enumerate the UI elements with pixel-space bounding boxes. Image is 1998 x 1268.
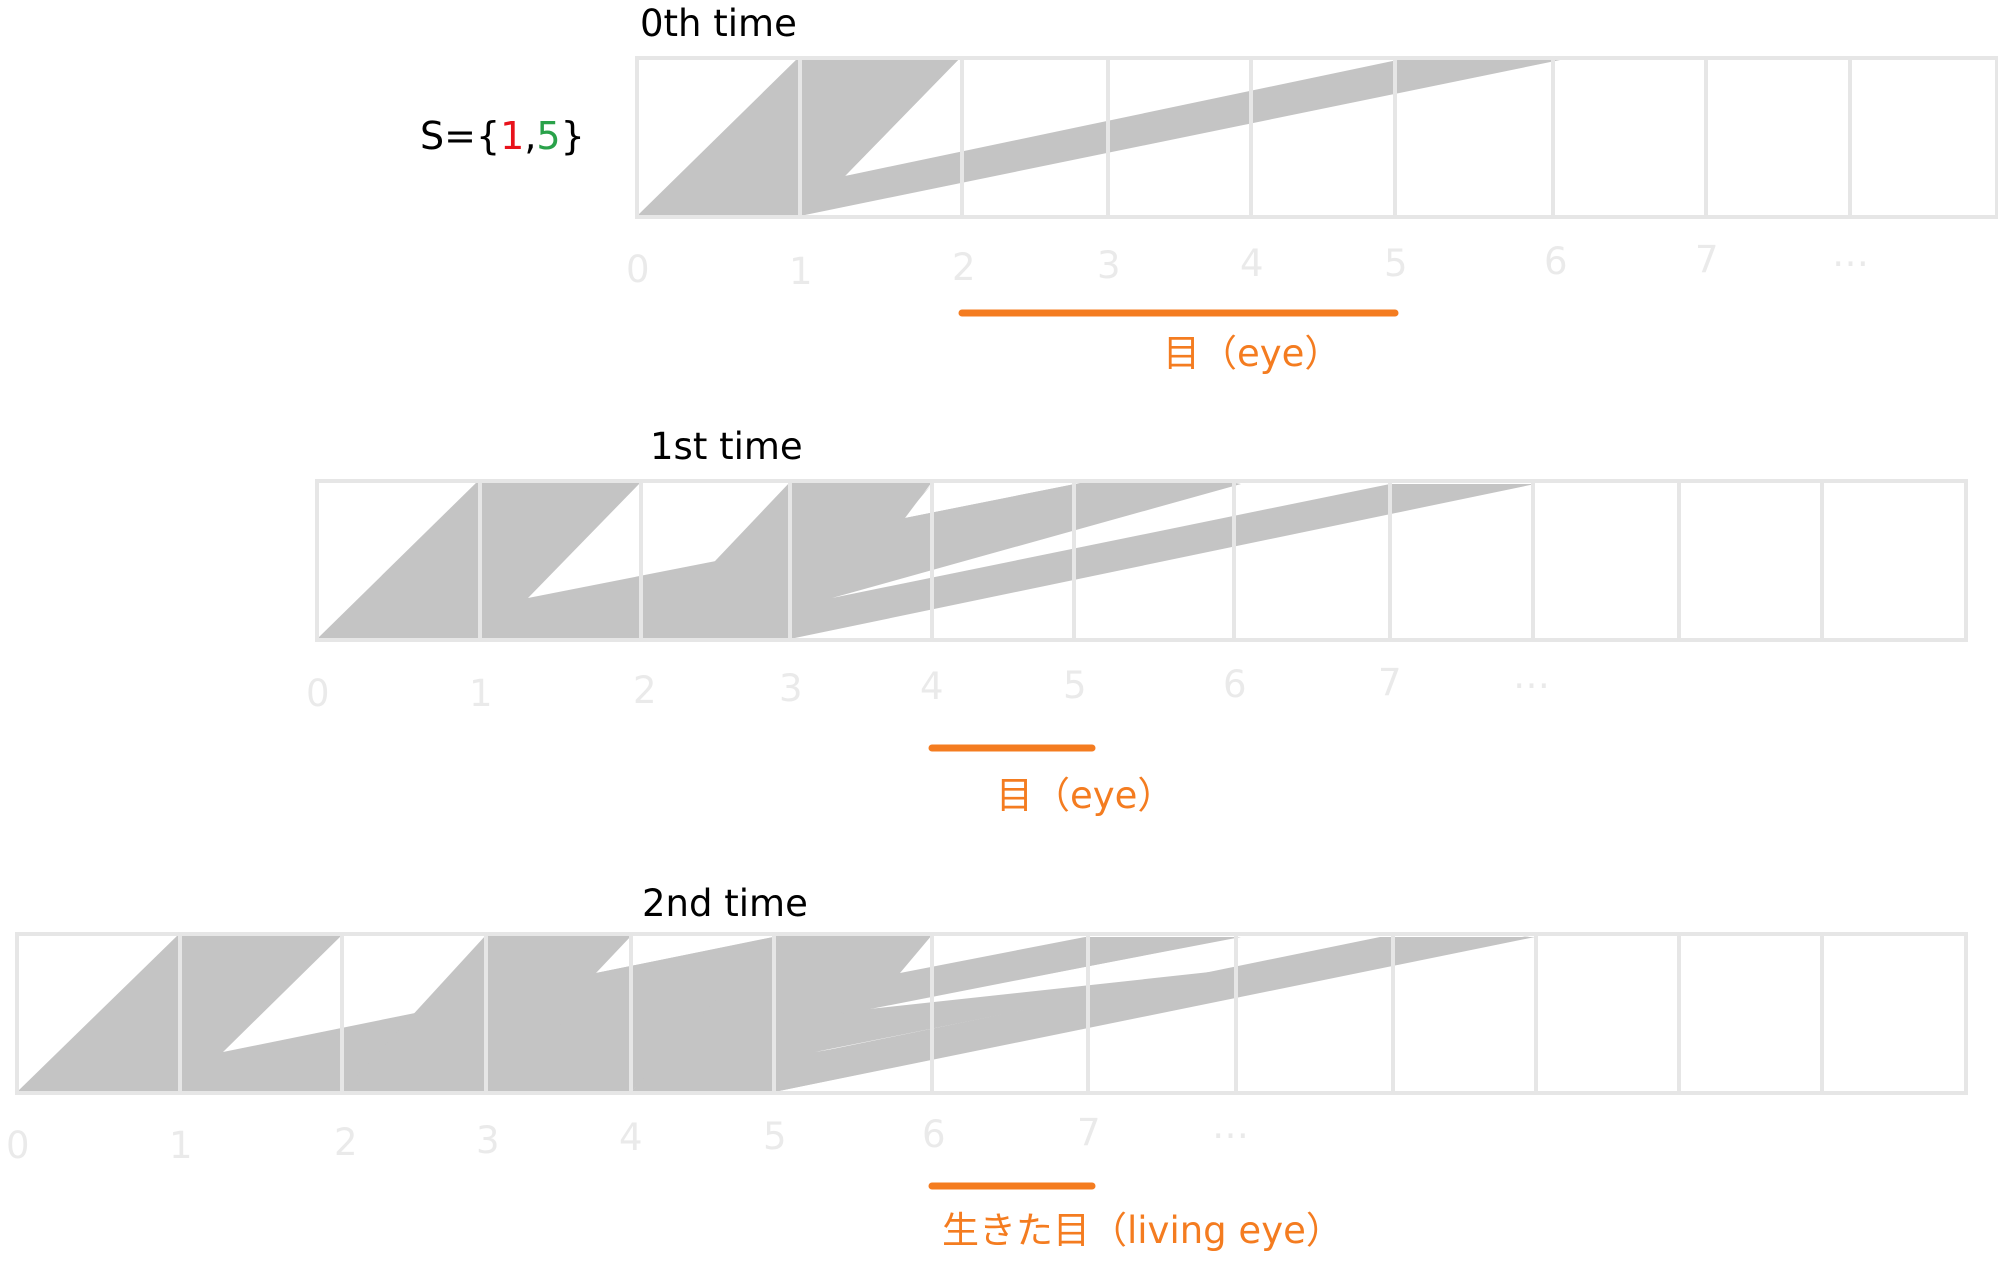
row-0-tick: 7 bbox=[1695, 238, 1719, 281]
row-2-band-5-main bbox=[774, 935, 1535, 1092]
row-0-grid-border bbox=[635, 56, 1998, 219]
row-0-tick: 2 bbox=[952, 246, 976, 289]
row-0-tick: … bbox=[1832, 232, 1869, 275]
row-2: 2nd time 0 1 2 3 4 5 6 7 … 生きた目（living e… bbox=[6, 882, 1968, 1252]
row-2-band-5-upper bbox=[840, 937, 1238, 1014]
row-2-shapes bbox=[17, 933, 1535, 1092]
row-0-tick: 5 bbox=[1384, 242, 1408, 285]
row-0-tick: 6 bbox=[1544, 240, 1568, 283]
row-1-triangle-0 bbox=[317, 479, 480, 639]
row-2-tick: 0 bbox=[6, 1124, 30, 1167]
row-1-grid-border bbox=[315, 479, 1968, 642]
row-1-title: 1st time bbox=[650, 425, 803, 468]
row-2-triangle-0 bbox=[17, 933, 180, 1092]
row-1: 1st time 0 1 2 3 4 5 6 7 … 目（eye） bbox=[306, 425, 1968, 817]
row-2-tick: … bbox=[1212, 1104, 1249, 1147]
row-1-shapes bbox=[317, 479, 1535, 639]
row-2-eye-label: 生きた目（living eye） bbox=[942, 1209, 1343, 1252]
row-2-ticks: 0 1 2 3 4 5 6 7 … bbox=[6, 1104, 1249, 1167]
row-2-grid bbox=[15, 932, 1968, 1095]
row-1-band-2 bbox=[641, 482, 790, 639]
row-0-tick: 1 bbox=[789, 250, 813, 293]
row-1-tick: 4 bbox=[920, 665, 944, 708]
set-suffix: } bbox=[561, 114, 585, 158]
row-2-tick: 2 bbox=[334, 1121, 358, 1164]
row-0-tick: 3 bbox=[1097, 244, 1121, 287]
row-0-triangle-0 bbox=[637, 56, 800, 216]
row-1-tick: 6 bbox=[1223, 663, 1247, 706]
row-1-ticks: 0 1 2 3 4 5 6 7 … bbox=[306, 654, 1550, 715]
set-first: 1 bbox=[500, 114, 524, 158]
row-1-grid bbox=[315, 479, 1968, 642]
row-1-tick: 2 bbox=[633, 669, 657, 712]
row-1-tick: 3 bbox=[779, 667, 803, 710]
row-2-title: 2nd time bbox=[642, 882, 808, 925]
row-0-ticks: 0 1 2 3 4 5 6 7 … bbox=[626, 232, 1869, 293]
row-2-tick: 3 bbox=[476, 1119, 500, 1162]
row-2-grid-border bbox=[15, 932, 1968, 1095]
row-1-tick: 1 bbox=[469, 672, 493, 715]
row-2-tick: 4 bbox=[619, 1116, 643, 1159]
row-2-band-2 bbox=[342, 935, 486, 1092]
set-prefix: S={ bbox=[420, 114, 500, 158]
row-2-tick: 6 bbox=[922, 1113, 946, 1156]
row-0-tick: 4 bbox=[1240, 242, 1264, 285]
row-2-band-3-upper bbox=[560, 936, 778, 1025]
row-2-band-1 bbox=[180, 935, 420, 1092]
row-0-title: 0th time bbox=[640, 2, 797, 45]
row-1-band-3-main bbox=[790, 482, 1535, 639]
set-label: S={1,5} bbox=[420, 114, 585, 158]
row-0-eye-label: 目（eye） bbox=[1163, 332, 1341, 375]
row-1-tick: 7 bbox=[1378, 661, 1402, 704]
row-0-band-1-main bbox=[800, 56, 1565, 216]
row-2-tick: 7 bbox=[1077, 1111, 1101, 1154]
row-1-band-1 bbox=[480, 482, 721, 639]
row-0-grid bbox=[635, 56, 1998, 219]
row-0-tick: 0 bbox=[626, 248, 650, 291]
row-0: 0th time S={1,5} 0 1 2 3 4 5 6 7 … 目（eye… bbox=[420, 2, 1998, 375]
row-0-shapes bbox=[637, 56, 1565, 216]
row-1-tick: … bbox=[1513, 654, 1550, 697]
set-separator: , bbox=[524, 114, 536, 158]
row-1-tick: 0 bbox=[306, 672, 330, 715]
row-1-tick: 5 bbox=[1063, 664, 1087, 707]
row-2-tick: 1 bbox=[169, 1124, 193, 1167]
row-1-band-3-upper bbox=[880, 483, 1241, 550]
set-second: 5 bbox=[536, 114, 560, 158]
row-1-eye-label: 目（eye） bbox=[996, 774, 1174, 817]
row-2-tick: 5 bbox=[763, 1115, 787, 1158]
